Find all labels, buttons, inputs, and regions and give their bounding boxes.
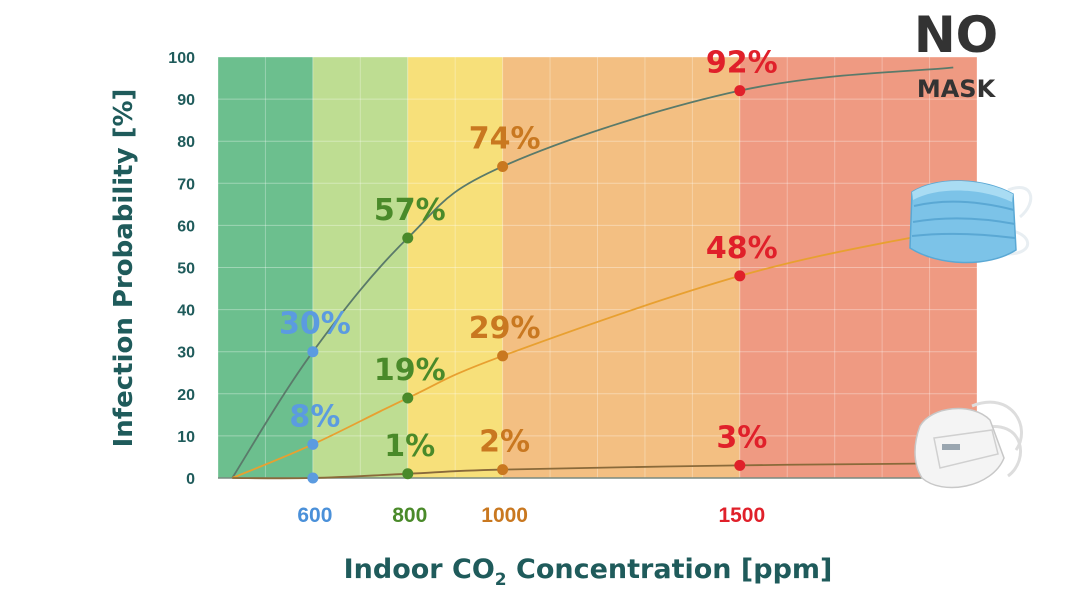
y-tick-label: 70 <box>177 176 195 193</box>
zone-band-2 <box>407 57 503 478</box>
data-label-s2-p3: 3% <box>716 420 767 455</box>
no-mask-legend: NO MASK <box>914 6 998 103</box>
data-point-s0-p1 <box>402 232 414 244</box>
data-labels: 30% 57% 74% 92% 8% 19% 29% 48% 1% 2% 3% <box>279 46 778 464</box>
y-tick-label: 50 <box>177 261 195 278</box>
data-point-s0-p0 <box>307 346 319 358</box>
data-point-s1-p1 <box>402 392 414 404</box>
x-tick-label: 1500 <box>718 504 765 527</box>
y-axis-title: Infection Probability [%] <box>109 89 139 448</box>
grid-lines <box>217 56 978 479</box>
data-point-s1-p3 <box>734 270 746 282</box>
surgical-mask-icon <box>909 180 1033 264</box>
zone-band-3 <box>502 57 740 478</box>
data-label-s1-p3: 48% <box>706 231 778 266</box>
data-label-s1-p2: 29% <box>469 311 541 346</box>
data-point-s0-p2 <box>497 160 509 172</box>
x-axis-title: Indoor CO2 Concentration [ppm] <box>344 554 833 590</box>
y-tick-label: 40 <box>177 303 195 320</box>
data-point-s1-p0 <box>307 438 319 450</box>
data-point-s2-p1 <box>402 468 414 480</box>
y-tick-label: 0 <box>186 471 195 488</box>
y-tick-labels: 0 10 20 30 40 50 60 70 80 90 100 <box>168 50 195 488</box>
y-tick-label: 100 <box>168 50 195 67</box>
y-tick-label: 10 <box>177 429 195 446</box>
y-tick-label: 90 <box>177 92 195 109</box>
data-label-s2-p1: 1% <box>384 429 435 464</box>
data-point-s2-p3 <box>734 459 746 471</box>
x-tick-labels: 600 800 1000 1500 <box>297 504 765 527</box>
data-label-s0-p0: 30% <box>279 307 351 342</box>
zone-band-4 <box>739 57 977 478</box>
data-point-s2-p0 <box>307 472 319 484</box>
data-point-s0-p3 <box>734 85 746 97</box>
no-mask-label-line2: MASK <box>917 75 997 103</box>
y-tick-label: 60 <box>177 218 195 235</box>
series-curve-0 <box>231 66 954 479</box>
data-point-s1-p2 <box>497 350 509 362</box>
data-point-s2-p2 <box>497 464 509 476</box>
data-label-s1-p1: 19% <box>374 353 446 388</box>
data-label-s1-p0: 8% <box>289 399 340 434</box>
data-points <box>307 85 746 484</box>
x-tick-label: 1000 <box>481 504 528 527</box>
data-label-s2-p2: 2% <box>479 425 530 460</box>
no-mask-label-line1: NO <box>914 6 998 64</box>
y-tick-label: 80 <box>177 134 195 151</box>
y-tick-label: 20 <box>177 387 195 404</box>
x-tick-label: 600 <box>297 504 332 527</box>
data-label-s0-p1: 57% <box>374 193 446 228</box>
zone-band-1 <box>312 57 408 478</box>
data-label-s0-p2: 74% <box>469 121 541 156</box>
data-label-s0-p3: 92% <box>706 46 778 81</box>
concentration-zones <box>218 57 977 478</box>
x-tick-label: 800 <box>392 504 427 527</box>
ffp2-mask-icon <box>914 400 1023 489</box>
zone-band-0 <box>218 57 313 478</box>
y-tick-label: 30 <box>177 345 195 362</box>
